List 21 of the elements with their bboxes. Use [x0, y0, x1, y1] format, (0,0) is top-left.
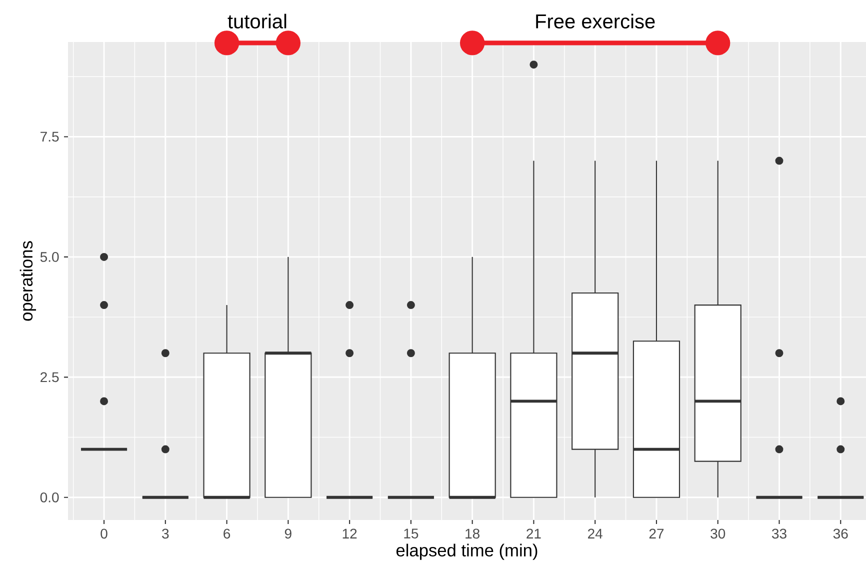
- y-tick-label: 5.0: [40, 252, 59, 262]
- x-tick-label: 9: [284, 528, 292, 539]
- x-axis-title: elapsed time (min): [396, 544, 538, 560]
- x-tick-label: 15: [404, 528, 418, 538]
- x-tick-label: 12: [342, 528, 357, 538]
- x-tick-label: 30: [710, 528, 726, 539]
- y-tick-label: 7.5: [40, 132, 59, 142]
- series-label: tutorial: [228, 14, 286, 28]
- x-tick-label: 21: [526, 528, 541, 538]
- x-tick-label: 24: [588, 528, 602, 538]
- x-tick-label: 33: [772, 528, 786, 539]
- x-tick-label: 0: [100, 528, 108, 539]
- x-tick-label: 18: [466, 528, 480, 539]
- x-tick-label: 6: [224, 528, 230, 539]
- y-axis-title: operations: [20, 241, 36, 321]
- y-tick-label: 0.0: [40, 492, 59, 502]
- series-label: Free exercise: [536, 14, 655, 28]
- x-tick-label: 3: [162, 528, 169, 539]
- y-tick-label: 2.5: [40, 372, 59, 382]
- x-tick-label: 27: [649, 528, 664, 538]
- x-tick-label: 36: [833, 528, 848, 539]
